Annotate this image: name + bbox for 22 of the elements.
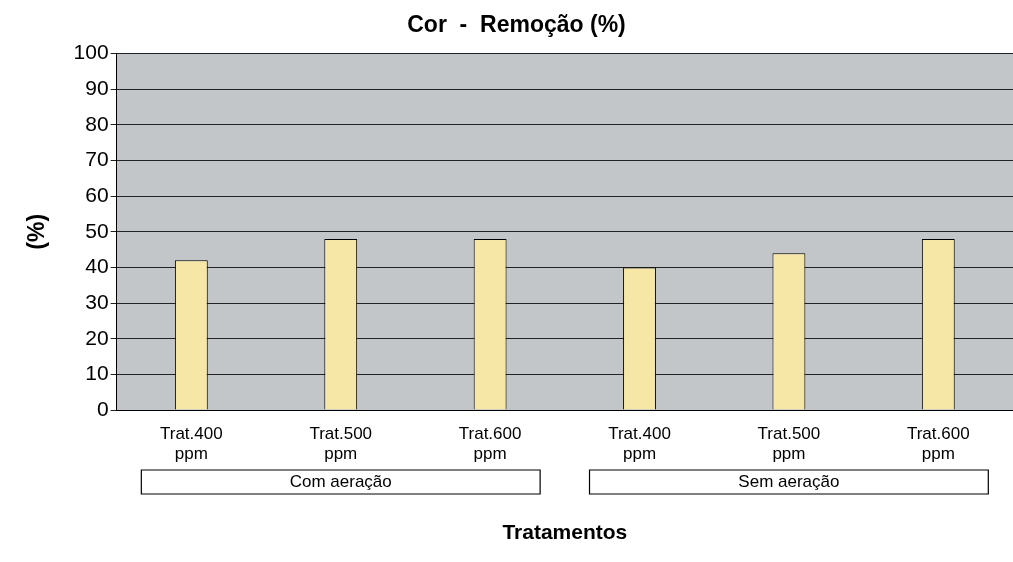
y-tick-label: 50 — [85, 218, 109, 242]
x-axis-title: Tratamentos — [502, 520, 628, 544]
chart-title: Cor - Remoção (%) — [407, 11, 626, 38]
x-tick-label: Trat.400 ppm — [159, 423, 223, 464]
x-tick-label: Trat.600 ppm — [458, 423, 522, 464]
x-tick-label: Trat.400 ppm — [608, 423, 671, 464]
x-tick-label: Trat.500 ppm — [309, 423, 373, 464]
y-tick-label: 0 — [96, 396, 109, 420]
text: Sem aeração — [738, 471, 840, 491]
y-tick-label: 100 — [73, 40, 109, 64]
x-tick-label: Trat.500 ppm — [757, 423, 821, 464]
y-tick-label: 70 — [85, 147, 109, 171]
y-tick-label: 40 — [85, 254, 109, 278]
y-tick-label: 10 — [85, 361, 109, 385]
y-tick-label: 30 — [85, 289, 109, 313]
y-axis-title: (%) — [23, 213, 50, 250]
y-tick-label: 90 — [85, 76, 109, 100]
y-tick-label: 60 — [85, 182, 109, 206]
y-tick-label: 80 — [85, 111, 109, 135]
y-tick-label: 20 — [85, 325, 109, 349]
text: Com aeração — [289, 471, 392, 491]
x-tick-label: Trat.600 ppm — [906, 423, 970, 464]
